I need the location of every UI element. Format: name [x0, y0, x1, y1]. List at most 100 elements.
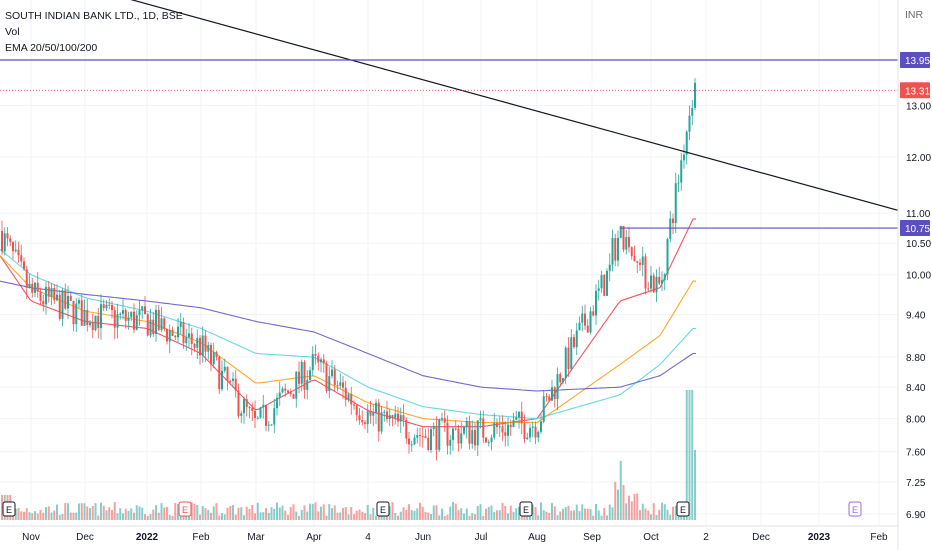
candlesticks — [1, 78, 696, 461]
price-tick-label: 8.00 — [906, 415, 926, 426]
volume-bar — [102, 505, 105, 520]
candle-body — [644, 256, 647, 289]
volume-bar — [694, 450, 696, 520]
candle-body — [111, 304, 113, 311]
volume-bar — [64, 503, 67, 520]
volume-bar — [69, 512, 72, 520]
volume-bar — [474, 514, 476, 520]
volume-bar — [608, 504, 611, 520]
candle-body — [174, 335, 177, 338]
candle-body — [529, 427, 531, 438]
price-level-tag[interactable] — [900, 52, 930, 68]
candle-body — [1, 231, 3, 252]
volume-bar — [278, 507, 281, 520]
volume-bar — [416, 508, 419, 520]
volume-bar — [25, 508, 28, 520]
candle-body — [688, 115, 691, 132]
volume-bar — [89, 508, 91, 520]
ema-indicator-label[interactable]: EMA 20/50/100/200 — [5, 42, 98, 54]
candle-body — [364, 422, 366, 425]
volume-bar — [223, 514, 226, 520]
volume-bar — [674, 505, 677, 520]
volume-bar — [320, 506, 322, 520]
candle-body — [284, 388, 287, 391]
time-tick-label: Jul — [475, 532, 488, 543]
candle-body — [190, 333, 193, 344]
volume-bar — [534, 507, 537, 520]
volume-bar — [504, 506, 507, 520]
candle-body — [449, 439, 452, 446]
volume-bar — [45, 507, 47, 520]
volume-bar — [490, 505, 493, 520]
candle-body — [171, 330, 174, 336]
earnings-event-icon[interactable] — [178, 501, 192, 517]
volume-bar — [531, 504, 534, 520]
candle-body — [669, 218, 672, 240]
volume-bar — [251, 504, 254, 520]
candle-body — [520, 411, 523, 424]
trendline[interactable] — [0, 0, 899, 211]
candle-body — [441, 418, 443, 420]
volume-bar — [446, 514, 449, 520]
candle-body — [377, 402, 380, 432]
volume-bar — [683, 513, 685, 520]
time-tick-label: Feb — [192, 532, 210, 543]
volume-bar — [386, 515, 388, 520]
candle-body — [633, 256, 636, 262]
price-level-tag[interactable] — [900, 220, 930, 237]
volume-bar — [287, 514, 289, 520]
candle-body — [581, 313, 584, 323]
candle-body — [471, 430, 474, 444]
volume-bar — [424, 511, 427, 520]
price-tick-label: 7.25 — [906, 478, 926, 489]
earnings-event-icon[interactable] — [2, 501, 16, 517]
volume-bar — [218, 515, 221, 520]
candle-body — [322, 359, 325, 364]
earnings-event-icon[interactable] — [519, 501, 533, 517]
candle-body — [641, 256, 644, 265]
volume-bar — [628, 495, 630, 520]
candle-body — [386, 411, 388, 419]
candle-body — [295, 371, 298, 399]
volume-bar — [80, 503, 83, 520]
volume-bar — [479, 504, 482, 520]
candle-body — [256, 417, 259, 419]
candle-body — [36, 282, 39, 292]
candle-body — [575, 330, 578, 348]
volume-bar — [457, 510, 460, 520]
volume-bar — [20, 511, 23, 520]
price-level-tag-text: 13.95 — [905, 56, 930, 67]
candle-body — [685, 131, 688, 155]
volume-bar — [397, 515, 399, 520]
volume-bar — [284, 510, 287, 520]
candle-body — [20, 255, 23, 262]
candle-body — [540, 421, 542, 432]
volume-bar — [584, 508, 586, 520]
volume-indicator-label[interactable]: Vol — [5, 26, 20, 38]
candle-body — [507, 424, 509, 436]
candle-body — [166, 329, 168, 342]
price-level-tag[interactable] — [900, 82, 930, 99]
price-axis[interactable]: 6.90 7.25 7.60 8.00 8.40 8.80 9.40 10.00 10.50 11… — [897, 0, 931, 550]
earnings-event-icon[interactable] — [676, 501, 690, 517]
candle-body — [135, 315, 138, 330]
volume-bar — [113, 502, 116, 520]
drawn-lines[interactable] — [0, 0, 899, 229]
earnings-event-icon[interactable] — [376, 501, 390, 517]
candle-body — [193, 343, 196, 348]
time-tick-label: Dec — [752, 532, 770, 543]
time-axis[interactable]: Nov Dec 2022 Feb Mar Apr 4 Jun Jul Aug Sep Oct 2 Dec 2… — [0, 525, 898, 543]
candle-body — [622, 225, 625, 250]
price-level-tag-text: 10.75 — [905, 224, 930, 235]
candle-body — [694, 82, 696, 108]
volume-bar — [325, 515, 328, 520]
volume-bar — [163, 507, 166, 520]
candle-body — [17, 249, 20, 256]
volume-bar — [430, 514, 432, 520]
candle-body — [265, 404, 267, 426]
candle-body — [551, 387, 553, 401]
candle-body — [69, 295, 72, 301]
earnings-event-icon[interactable] — [848, 501, 862, 517]
